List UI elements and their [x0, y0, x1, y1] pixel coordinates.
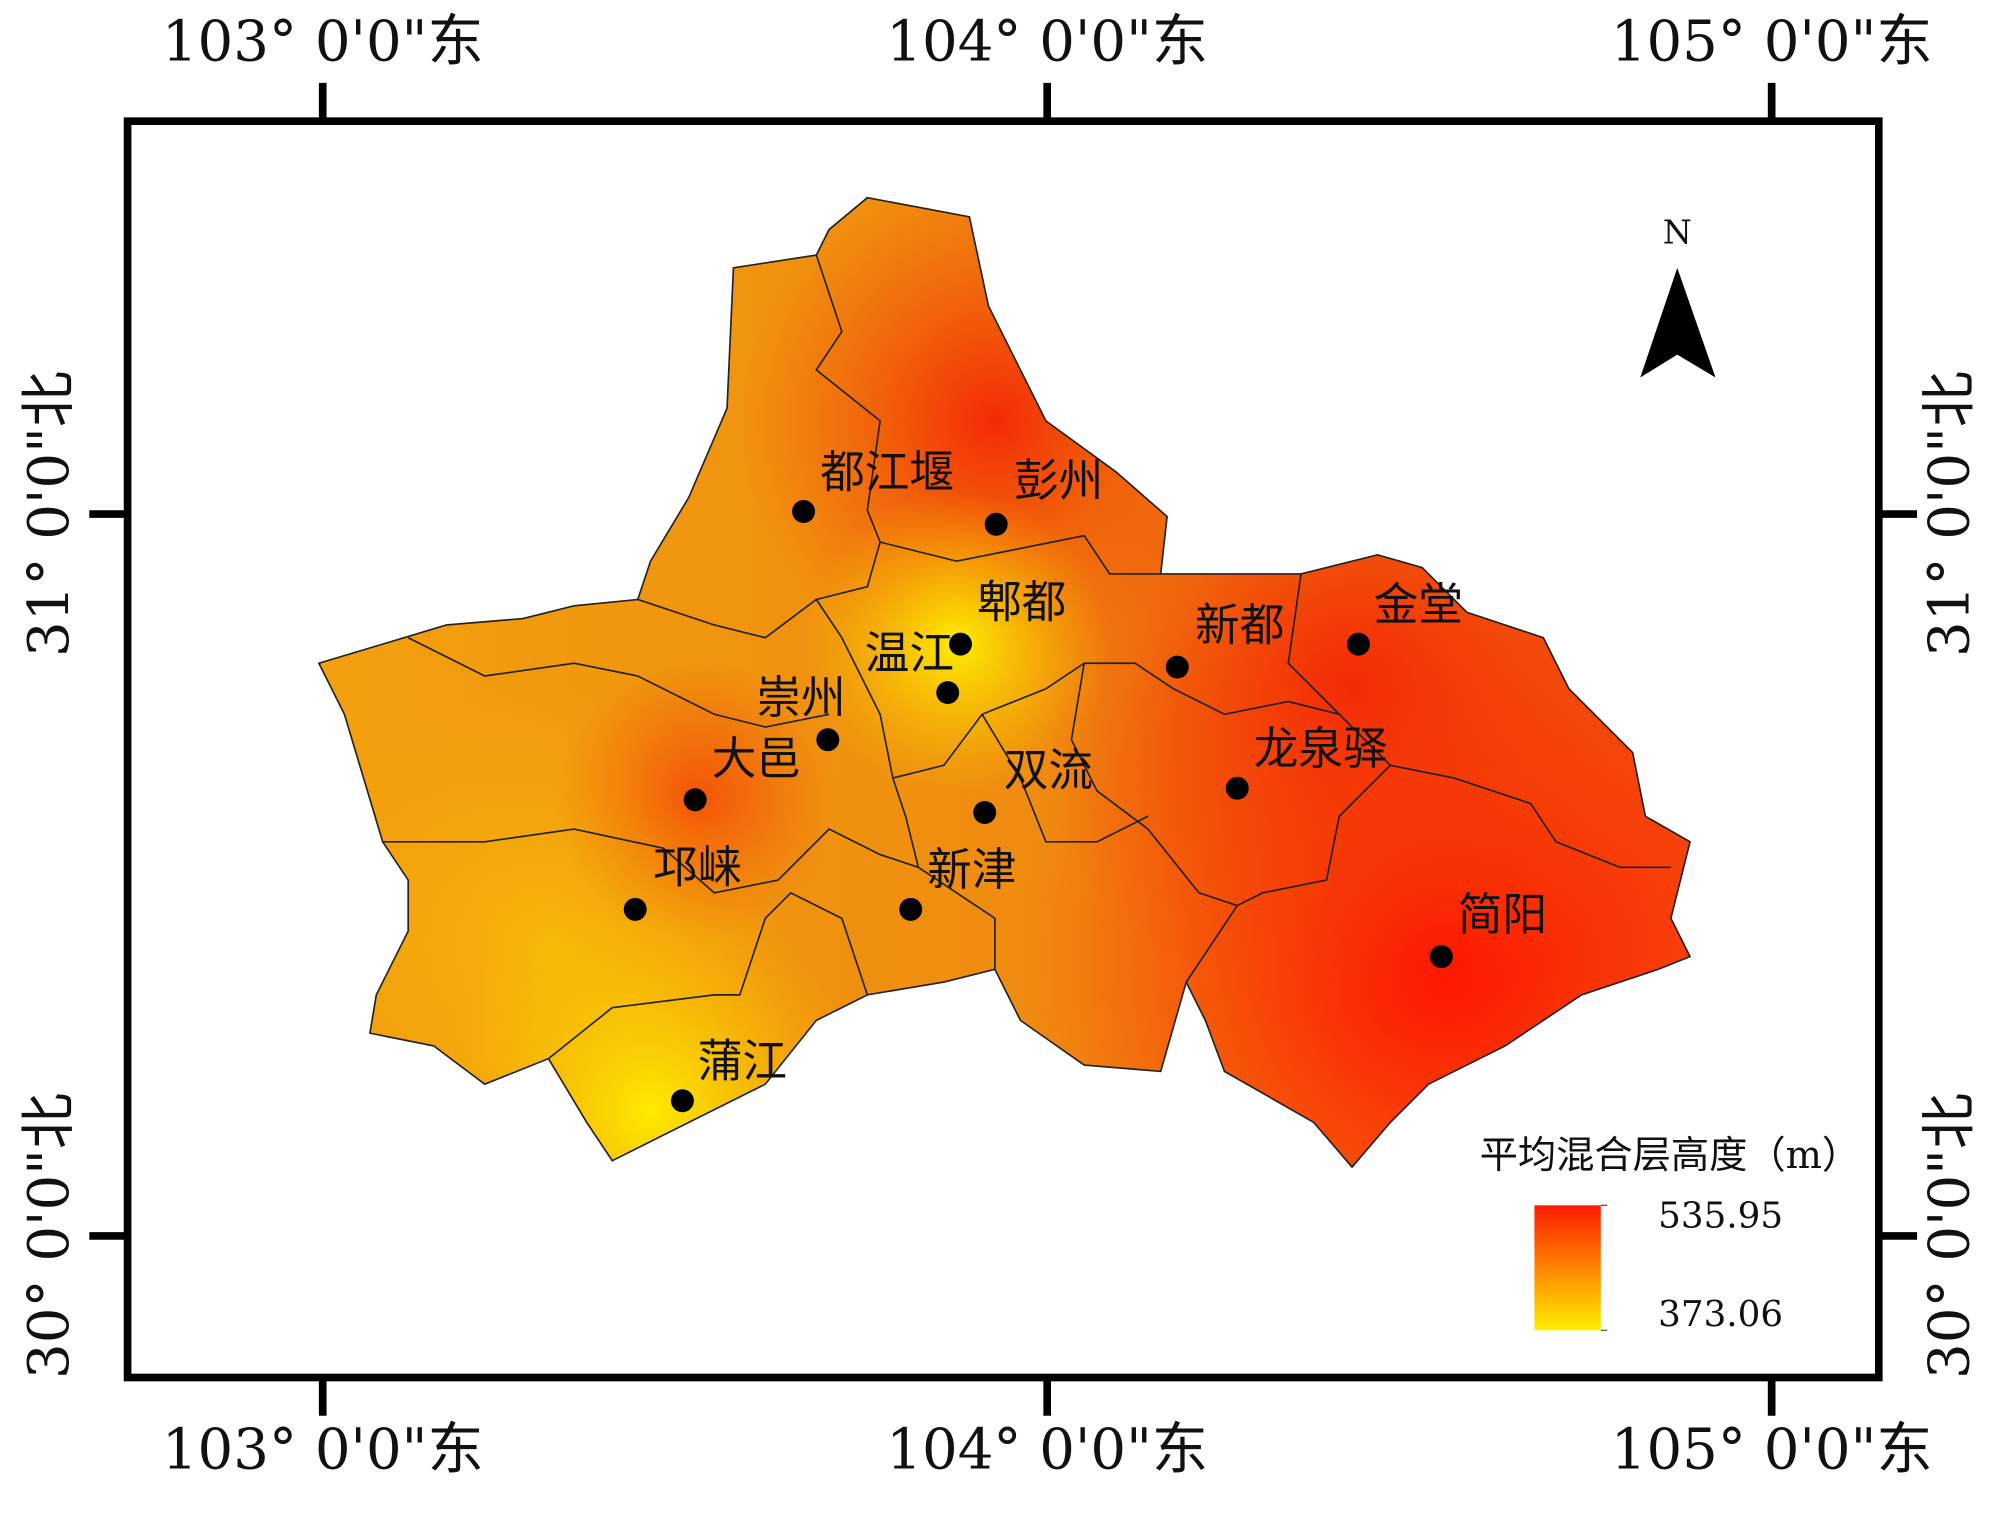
lat-label: 31° 0'0"北 — [1918, 371, 1983, 657]
station-label: 彭州 — [1014, 455, 1103, 507]
station-dot — [1429, 945, 1453, 969]
station-label: 温江 — [865, 627, 954, 679]
station-dot — [899, 897, 923, 921]
station-label: 蒲江 — [698, 1036, 787, 1088]
district-boundaries — [382, 254, 1671, 1060]
station-label: 简阳 — [1458, 889, 1547, 941]
station-dot — [670, 1089, 694, 1113]
station-dot — [1225, 776, 1249, 800]
station-label: 新津 — [927, 844, 1016, 896]
station-label: 邛崃 — [653, 842, 742, 894]
lon-label: 104° 0'0"东 — [886, 9, 1208, 74]
lat-label: 30° 0'0"北 — [17, 1093, 82, 1379]
north-arrow-shape — [1640, 267, 1716, 378]
station-dot — [936, 681, 960, 705]
legend-title: 平均混合层高度（m） — [1480, 1133, 1861, 1178]
lon-label: 105° 0'0"东 — [1611, 9, 1933, 74]
lat-label: 30° 0'0"北 — [1918, 1093, 1983, 1379]
station-dot — [1165, 655, 1189, 679]
station-dot — [1346, 632, 1370, 656]
lon-label: 105° 0'0"东 — [1611, 1418, 1933, 1483]
station-label: 大邑 — [712, 733, 801, 785]
station-dot — [792, 499, 816, 523]
lat-label: 31° 0'0"北 — [17, 371, 82, 657]
legend: 平均混合层高度（m） 535.95 373.06 — [1480, 1133, 1861, 1335]
lon-label: 103° 0'0"东 — [162, 9, 484, 74]
north-arrow: N — [1640, 213, 1716, 378]
legend-min: 373.06 — [1658, 1294, 1783, 1335]
station-label: 双流 — [1004, 745, 1093, 797]
station-label: 金堂 — [1374, 579, 1463, 631]
station-dot — [816, 728, 840, 752]
station-label: 新都 — [1195, 599, 1284, 651]
north-label: N — [1663, 213, 1692, 252]
legend-ramp — [1534, 1205, 1601, 1331]
station-label: 都江堰 — [820, 446, 954, 498]
legend-max: 535.95 — [1658, 1196, 1783, 1237]
station-label: 崇州 — [756, 672, 845, 724]
station-label: 郫都 — [977, 576, 1066, 628]
station-label: 龙泉驿 — [1254, 723, 1388, 775]
lon-label: 104° 0'0"东 — [886, 1418, 1208, 1483]
station-dot — [623, 897, 647, 921]
station-dot — [973, 800, 997, 824]
station-dot — [984, 512, 1008, 536]
station-dot — [948, 632, 972, 656]
station-dot — [683, 788, 707, 812]
lon-label: 103° 0'0"东 — [162, 1418, 484, 1483]
